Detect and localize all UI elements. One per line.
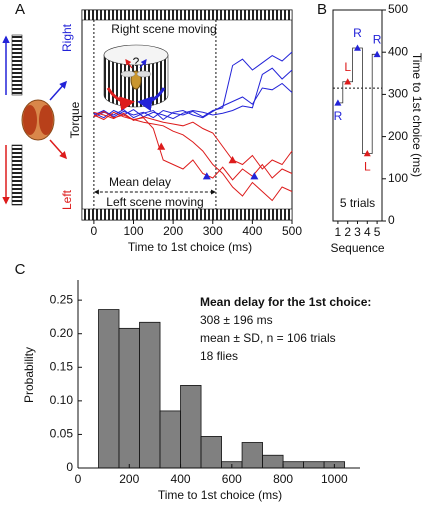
histogram-bar: [200, 436, 222, 469]
histogram-bar: [159, 410, 181, 469]
histogram-bar: [139, 321, 161, 469]
x-tick-label: 600: [222, 472, 242, 486]
x-tick-label: 300: [203, 224, 223, 238]
choice-point: [373, 50, 381, 58]
x-axis-label: Sequence: [330, 241, 384, 255]
torque-trace: [93, 111, 293, 170]
torque-trace: [93, 111, 293, 181]
y-axis-label: Time to 1st choice (ms): [410, 53, 424, 177]
step-connector: [357, 47, 368, 154]
x-tick-label: 3: [354, 225, 361, 239]
choice-point: [354, 44, 361, 51]
y-tick-label: 0: [388, 213, 395, 227]
y-tick-label: 0.05: [50, 427, 74, 441]
step-connector: [367, 53, 378, 154]
y-top-label: Right: [60, 23, 74, 52]
annotation-line: 308 ± 196 ms: [200, 313, 273, 327]
x-tick-label: 100: [123, 224, 143, 238]
y-tick-label: 0.10: [50, 393, 74, 407]
x-tick-label: 0: [91, 224, 98, 238]
panel-label: A: [15, 1, 25, 18]
y-axis-label: Probability: [22, 347, 36, 403]
annotation-line: mean ± SD, n = 106 trials: [200, 331, 336, 345]
histogram-bar: [303, 461, 325, 469]
choice-point: [334, 99, 342, 106]
torque-trace: [93, 110, 293, 202]
y-tick-label: 0.20: [50, 326, 74, 340]
panel-label: C: [15, 261, 26, 278]
y-tick-label: 200: [388, 129, 408, 143]
histogram-bar: [282, 461, 305, 469]
stimulus-bar: [81, 208, 293, 221]
histogram-bar: [180, 385, 202, 469]
arena-cartoon: [103, 44, 169, 112]
x-tick-label: 4: [364, 225, 371, 239]
choice-marker: [202, 172, 211, 180]
torque-trace: [93, 82, 293, 121]
y-tick-label: 0: [66, 460, 73, 474]
x-tick-label: 400: [242, 224, 262, 238]
y-bottom-label: Left: [60, 189, 74, 210]
x-tick-label: 5: [374, 225, 381, 239]
histogram-bar: [241, 442, 263, 469]
choice-marker: [228, 156, 237, 164]
step-connector: [347, 47, 358, 83]
choice-label: L: [344, 60, 351, 74]
choice-label: R: [373, 32, 382, 46]
fly-schematic: [2, 34, 67, 206]
x-tick-label: 1000: [321, 472, 348, 486]
choice-marker: [157, 142, 166, 150]
step-connector: [337, 81, 348, 104]
x-tick-label: 800: [273, 472, 293, 486]
choice-marker: [250, 172, 259, 180]
x-axis-label: Time to 1st choice (ms): [158, 488, 282, 502]
choice-label: R: [353, 26, 362, 40]
x-tick-label: 1: [335, 225, 342, 239]
trials-label: 5 trials: [340, 196, 375, 210]
torque-trace: [93, 67, 293, 120]
y-axis-label: Torque: [68, 101, 82, 138]
y-tick-label: 400: [388, 44, 408, 58]
annotation-line: 18 flies: [200, 349, 238, 363]
choice-label: R: [334, 109, 343, 123]
x-tick-label: 200: [163, 224, 183, 238]
mean-delay-label: Mean delay: [109, 175, 171, 189]
x-tick-label: 2: [344, 225, 351, 239]
y-tick-label: 100: [388, 171, 408, 185]
x-axis-label: Time to 1st choice (ms): [128, 240, 252, 254]
y-tick-label: 500: [388, 2, 408, 16]
annotation-title: Mean delay for the 1st choice:: [200, 295, 371, 309]
right-scene-label: Right scene moving: [111, 22, 216, 36]
y-tick-label: 300: [388, 87, 408, 101]
stimulus-bar: [81, 9, 293, 21]
choice-point: [344, 78, 352, 85]
x-tick-label: 500: [282, 224, 302, 238]
y-tick-label: 0.25: [50, 292, 74, 306]
choice-point: [363, 149, 371, 157]
x-tick-label: 200: [119, 472, 139, 486]
cartoon-question: ?: [133, 55, 140, 69]
histogram-bar: [118, 327, 140, 469]
y-tick-label: 0.15: [50, 359, 74, 373]
x-tick-label: 0: [75, 472, 82, 486]
histogram-bar: [262, 454, 284, 469]
panel-label: B: [317, 1, 327, 18]
x-tick-label: 400: [171, 472, 191, 486]
choice-label: L: [364, 160, 371, 174]
histogram-bar: [98, 309, 120, 469]
left-scene-label: Left scene moving: [106, 195, 203, 209]
